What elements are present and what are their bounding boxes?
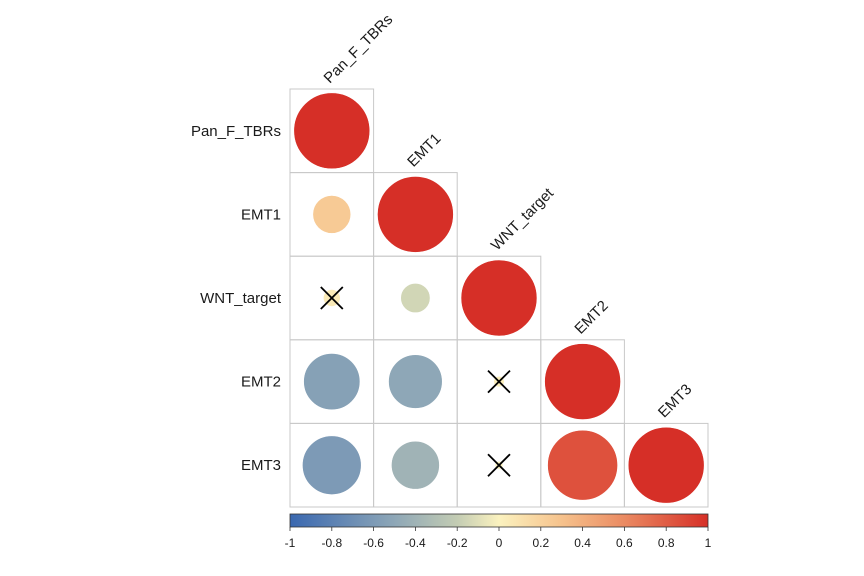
corr-circle-WNT_target-WNT_target [460, 259, 538, 337]
colorbar-tick-label: 0.8 [658, 536, 675, 550]
grid-cell [623, 422, 709, 508]
row-label-Pan_F_TBRs: Pan_F_TBRs [191, 123, 281, 140]
row-label-EMT2: EMT2 [241, 374, 281, 391]
corr-circle-Pan_F_TBRs-Pan_F_TBRs [293, 92, 371, 170]
column-labels: Pan_F_TBRs EMT1 WNT_target EMT2 EMT3 [321, 11, 696, 421]
corr-circle-EMT2-EMT1 [388, 354, 443, 409]
row-labels: Pan_F_TBRs EMT1 WNT_target EMT2 EMT3 [191, 123, 282, 474]
corr-circle-EMT1-EMT1 [377, 176, 454, 253]
colorbar-tick-label: -1 [285, 536, 296, 550]
colorbar [289, 513, 709, 528]
colorbar-gradient [289, 513, 709, 528]
corr-circle-EMT3-EMT1 [391, 440, 440, 490]
insignificant-cross-icon [487, 453, 511, 477]
corr-circle-EMT3-EMT2 [547, 429, 618, 501]
colorbar-tick-label: 1 [705, 536, 712, 550]
column-label-WNT_target: WNT_target [488, 184, 558, 254]
colorbar-tick-label: -0.4 [405, 536, 426, 550]
corr-circle-WNT_target-EMT1 [400, 282, 431, 314]
corr-circle-EMT3-EMT3 [627, 426, 705, 504]
colorbar-tick-label: -0.8 [321, 536, 342, 550]
colorbar-tick-label: -0.6 [363, 536, 384, 550]
insignificant-cross-icon [487, 369, 511, 394]
column-label-EMT1: EMT1 [404, 130, 444, 170]
corr-circle-EMT1-Pan_F_TBRs [312, 195, 352, 234]
row-label-WNT_target: WNT_target [200, 290, 282, 307]
column-label-EMT3: EMT3 [655, 381, 695, 421]
column-label-EMT2: EMT2 [571, 297, 611, 337]
insignificant-cross-icon [320, 286, 344, 310]
colorbar-tick-label: 0.2 [532, 536, 549, 550]
row-label-EMT1: EMT1 [241, 206, 281, 223]
colorbar-tick-label: -0.2 [447, 536, 468, 550]
colorbar-ticks: -1 -0.8 -0.6 -0.4 -0.2 0 0.2 0.4 0.6 0.8 1 [285, 527, 712, 550]
corr-circle-EMT2-Pan_F_TBRs [303, 353, 361, 411]
corr-circle-EMT2-EMT2 [544, 343, 621, 420]
colorbar-tick-label: 0.4 [574, 536, 591, 550]
correlation-marks [293, 92, 705, 504]
colorbar-tick-label: 0 [496, 536, 503, 550]
correlation-grid [289, 88, 709, 508]
colorbar-tick-label: 0.6 [616, 536, 633, 550]
corr-circle-EMT3-Pan_F_TBRs [302, 435, 362, 495]
column-label-Pan_F_TBRs: Pan_F_TBRs [321, 11, 397, 87]
row-label-EMT3: EMT3 [241, 457, 281, 474]
